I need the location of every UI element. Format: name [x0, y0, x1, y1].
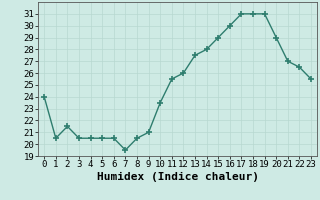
- X-axis label: Humidex (Indice chaleur): Humidex (Indice chaleur): [97, 172, 259, 182]
